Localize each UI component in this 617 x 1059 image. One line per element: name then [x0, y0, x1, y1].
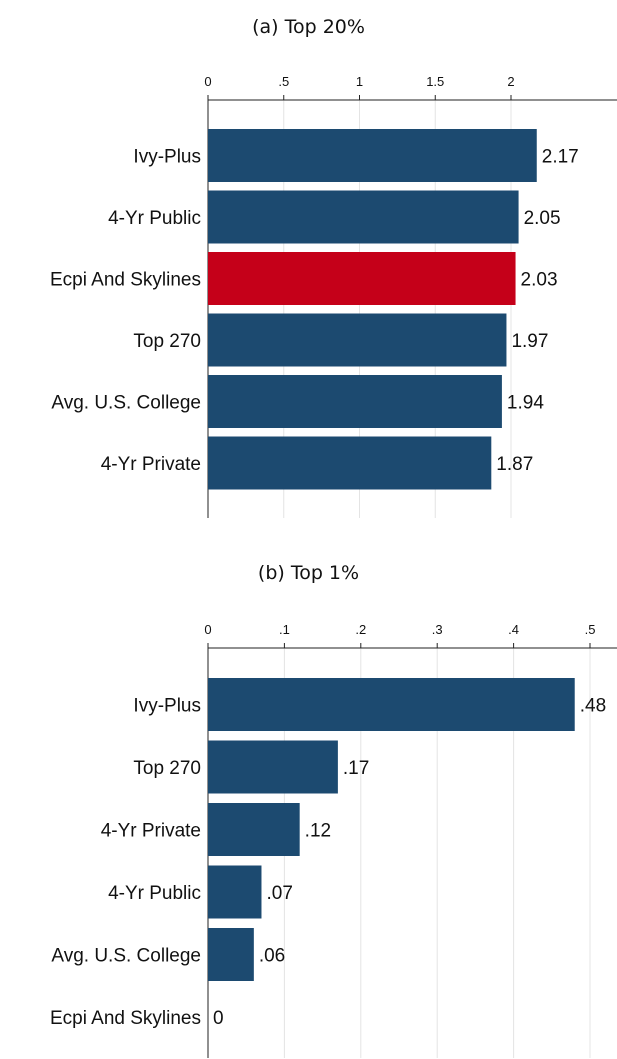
x-tick-label: 2 [507, 74, 514, 89]
bar [208, 678, 575, 731]
x-tick-label: 0 [204, 74, 211, 89]
x-tick-label: 1 [356, 74, 363, 89]
value-label: 1.87 [496, 454, 533, 475]
category-label: 4-Yr Public [108, 883, 201, 904]
x-tick-label: .3 [432, 622, 443, 637]
chart-top-20: 0 .5 1 1.5 2 Ivy-Plus 2.17 4-Yr Public 2.05 Ecpi … [50, 74, 617, 518]
value-label: .17 [343, 758, 369, 779]
category-label: 4-Yr Private [101, 821, 201, 842]
value-label: 1.94 [507, 393, 544, 414]
category-label: Ecpi And Skylines [50, 270, 201, 291]
bar [208, 865, 262, 919]
x-tick-label: 0 [204, 622, 211, 637]
bar [208, 436, 492, 490]
bar [208, 129, 537, 182]
panel-title-top-1: (b) Top 1% [257, 562, 360, 584]
category-label: Ivy-Plus [133, 696, 201, 717]
panel-title-top-20: (a) Top 20% [252, 16, 365, 38]
bar [208, 740, 338, 794]
x-tick-label: .5 [278, 74, 289, 89]
bar [208, 803, 300, 856]
category-label: Top 270 [133, 331, 201, 352]
value-label: 1.97 [511, 331, 548, 352]
x-tick-label: .5 [585, 622, 596, 637]
category-label: Ecpi And Skylines [50, 1008, 201, 1029]
value-label: .12 [305, 821, 331, 842]
bar [208, 313, 507, 367]
x-tick-label: .1 [279, 622, 290, 637]
category-label: 4-Yr Public [108, 208, 201, 229]
value-label: 2.17 [542, 147, 579, 168]
bar [208, 928, 254, 981]
bar [208, 375, 502, 428]
category-label: Avg. U.S. College [51, 946, 201, 967]
category-label: Top 270 [133, 758, 201, 779]
x-tick-label: .4 [508, 622, 519, 637]
bar [208, 190, 519, 244]
x-tick-label: 1.5 [426, 74, 444, 89]
value-label: .48 [580, 696, 606, 717]
category-label: 4-Yr Private [101, 454, 201, 475]
bar [208, 252, 516, 305]
value-label: .07 [266, 883, 292, 904]
category-label: Avg. U.S. College [51, 393, 201, 414]
x-tick-label: .2 [355, 622, 366, 637]
value-label: .06 [259, 946, 285, 967]
panel-top-20: (a) Top 20% 0 .5 1 1.5 2 Ivy-Plus 2.17 4-Yr Pub… [50, 16, 617, 518]
value-label: 2.05 [524, 208, 561, 229]
value-label: 2.03 [521, 270, 558, 291]
value-label: 0 [213, 1008, 224, 1029]
category-label: Ivy-Plus [133, 147, 201, 168]
